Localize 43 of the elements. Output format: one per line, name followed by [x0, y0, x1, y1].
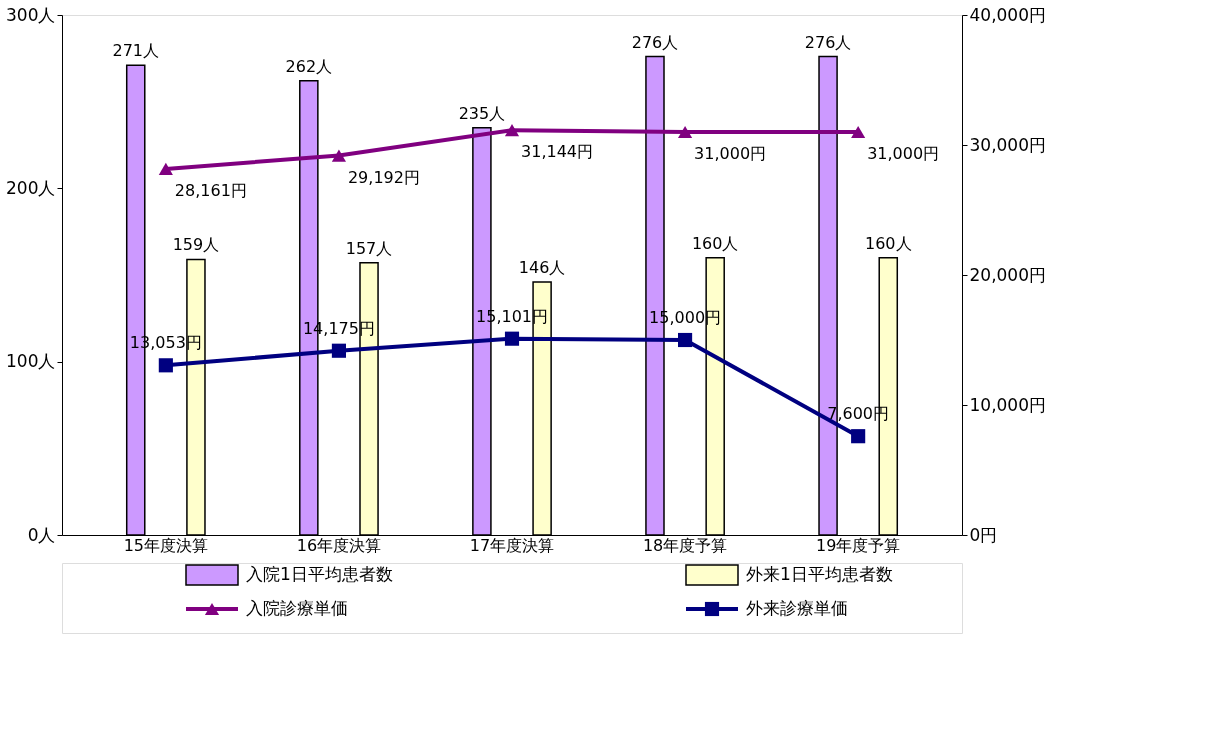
- y2-tick-label: 30,000円: [969, 134, 1046, 155]
- point: [331, 343, 346, 358]
- x-tick-label: 18年度予算: [642, 535, 728, 555]
- legend-label: 外来診療単価: [746, 598, 848, 618]
- y-tick-label: 200人: [6, 177, 56, 198]
- legend-label: 外来1日平均患者数: [746, 564, 893, 584]
- x-tick-label: 15年度決算: [123, 535, 209, 555]
- x-tick-label: 17年度決算: [469, 535, 555, 555]
- y-tick-label: 0人: [27, 524, 56, 545]
- point: [851, 429, 866, 444]
- data-label: 31,000円: [867, 144, 940, 163]
- data-label: 29,192円: [347, 167, 420, 187]
- y-tick-label: 100人: [6, 351, 56, 372]
- point: [504, 331, 520, 346]
- data-label: 262人: [285, 56, 333, 76]
- data-label: 160人: [864, 233, 912, 253]
- data-label: 31,144円: [521, 142, 593, 162]
- point: [504, 124, 520, 137]
- point: [331, 149, 346, 162]
- data-label: 160人: [691, 233, 739, 253]
- y2-tick-label: 20,000円: [969, 264, 1046, 285]
- data-label: 28,161円: [174, 180, 247, 200]
- data-label: 157人: [345, 238, 393, 258]
- x-tick-label: 19年度予算: [815, 535, 901, 555]
- point: [851, 125, 866, 139]
- y2-tick-label: 0円: [969, 524, 998, 545]
- data-label: 146人: [518, 257, 566, 277]
- legend-label: 入院診療単価: [246, 598, 348, 618]
- data-label: 31,000円: [694, 144, 767, 163]
- data-label: 276人: [804, 32, 852, 52]
- point: [158, 162, 173, 176]
- data-label: 276人: [631, 32, 679, 52]
- data-label: 159人: [172, 235, 220, 255]
- point: [678, 332, 693, 348]
- point: [678, 125, 693, 139]
- y2-tick-label: 10,000円: [969, 394, 1046, 415]
- x-tick-label: 16年度決算: [296, 535, 382, 555]
- legend-label: 入院1日平均患者数: [246, 564, 393, 584]
- y-tick-label: 300人: [6, 4, 56, 25]
- y2-tick-label: 40,000円: [969, 4, 1046, 25]
- data-label: 235人: [458, 103, 506, 123]
- point: [158, 358, 173, 373]
- data-label: 271人: [112, 41, 160, 61]
